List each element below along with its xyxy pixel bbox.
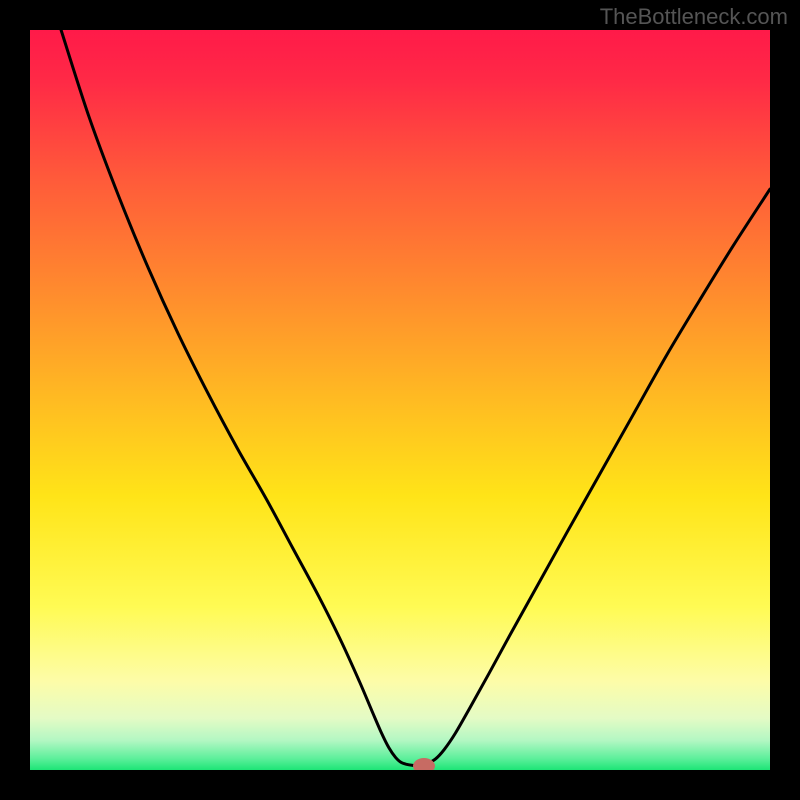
plot-area (30, 30, 770, 770)
watermark-text: TheBottleneck.com (600, 4, 788, 30)
chart-canvas: TheBottleneck.com (0, 0, 800, 800)
optimum-marker (413, 758, 435, 770)
bottleneck-curve (30, 30, 770, 770)
